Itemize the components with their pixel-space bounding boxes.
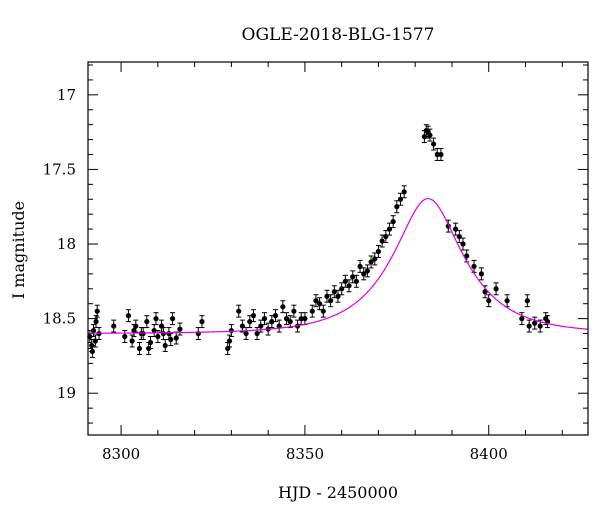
data-point (226, 338, 233, 344)
data-point (247, 319, 253, 325)
y-axis-label: I magnitude (9, 201, 28, 299)
data-point (250, 313, 257, 319)
data-point (228, 327, 234, 334)
data-point (168, 336, 174, 343)
data-point (173, 335, 179, 341)
data-point (401, 189, 407, 195)
model-curve (88, 198, 589, 334)
data-point (138, 330, 144, 337)
data-point (320, 308, 326, 314)
data-point (438, 151, 444, 158)
x-tick-label: 8400 (470, 445, 508, 463)
data-point (291, 308, 297, 314)
y-tick-label: 17 (57, 86, 76, 104)
data-point (90, 327, 97, 334)
data-point (243, 330, 249, 337)
data-point (94, 308, 100, 314)
data-point (493, 286, 499, 292)
data-point (146, 345, 152, 352)
data-point (368, 259, 374, 265)
data-point (313, 298, 319, 304)
data-point (89, 348, 96, 355)
data-point (283, 316, 290, 322)
data-point (155, 333, 161, 340)
data-point (129, 338, 135, 344)
data-point (524, 298, 530, 304)
data-point (287, 319, 293, 325)
data-point (346, 283, 352, 289)
data-point (298, 316, 304, 322)
data-point (177, 326, 183, 332)
y-tick-label: 17.5 (43, 160, 76, 178)
data-point (390, 219, 396, 225)
y-tick-label: 18 (57, 235, 76, 253)
data-point (269, 319, 275, 325)
data-point (151, 327, 157, 334)
chart-title: OGLE-2018-BLG-1577 (242, 25, 435, 45)
x-tick-label: 8300 (102, 445, 140, 463)
data-point (486, 298, 492, 304)
x-axis-label: HJD - 2450000 (278, 483, 398, 502)
data-point (375, 248, 382, 255)
data-point (526, 323, 532, 329)
data-point (199, 319, 205, 325)
data-point (430, 141, 437, 147)
data-point (427, 132, 433, 138)
data-point (302, 316, 308, 322)
y-tick-label: 19 (57, 384, 76, 402)
data-point (236, 308, 242, 314)
data-point (131, 327, 137, 334)
data-point (276, 323, 282, 329)
data-point (537, 323, 543, 329)
data-point (153, 316, 159, 322)
data-point (93, 319, 99, 325)
data-point (532, 320, 538, 326)
plot-frame (87, 61, 589, 436)
data-point (471, 263, 477, 270)
x-tick-label: 8350 (286, 445, 324, 463)
data-point (361, 271, 367, 277)
data-point (309, 308, 315, 314)
data-point (272, 313, 279, 319)
data-point (460, 241, 466, 247)
data-point (328, 298, 334, 304)
data-point (519, 316, 525, 322)
data-point (162, 342, 168, 349)
data-point (122, 333, 128, 340)
data-point (261, 316, 268, 322)
data-point (125, 313, 132, 319)
data-point (478, 271, 484, 277)
data-point (504, 298, 510, 304)
data-point (169, 316, 176, 322)
data-point (136, 345, 143, 352)
data-point (434, 151, 440, 158)
data-point (353, 278, 359, 284)
data-point (464, 253, 470, 259)
data-point (364, 268, 371, 274)
data-point (111, 323, 117, 329)
y-tick-label: 18.5 (43, 310, 76, 328)
data-point (280, 304, 286, 310)
data-point (160, 330, 166, 337)
data-point (144, 319, 150, 325)
